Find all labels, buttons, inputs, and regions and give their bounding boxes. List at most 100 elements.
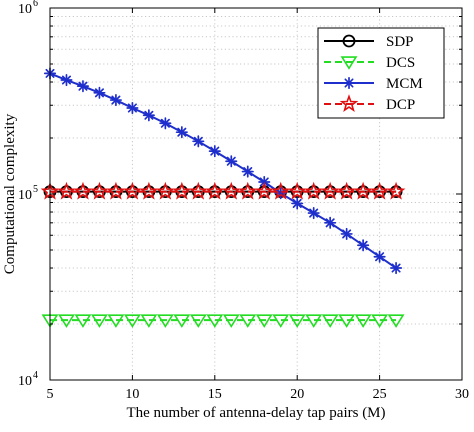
data-point-mcm bbox=[241, 165, 254, 178]
marker-stroke bbox=[127, 103, 137, 113]
marker-stroke bbox=[325, 218, 335, 228]
legend-label: DCS bbox=[386, 55, 415, 71]
data-point-mcm bbox=[390, 261, 403, 275]
marker-stroke bbox=[358, 240, 368, 250]
data-point-mcm bbox=[109, 93, 122, 107]
data-point-mcm bbox=[142, 109, 155, 122]
legend-marker-sample bbox=[340, 56, 358, 70]
marker-stroke bbox=[292, 198, 302, 208]
data-point-mcm bbox=[126, 101, 139, 115]
y-tick-label-base: 10 bbox=[18, 188, 32, 203]
data-point-mcm bbox=[324, 216, 337, 229]
data-point-dcs bbox=[58, 314, 75, 328]
legend-item-dcp: DCP bbox=[324, 94, 415, 113]
series-dcp bbox=[40, 181, 406, 200]
data-point-mcm bbox=[76, 80, 90, 93]
marker-stroke bbox=[243, 167, 253, 177]
legend-label: MCM bbox=[386, 76, 423, 92]
data-point-dcp bbox=[73, 181, 93, 200]
data-point-dcp bbox=[287, 181, 307, 200]
marker-stroke bbox=[342, 229, 352, 239]
data-point-mcm bbox=[192, 135, 205, 148]
data-point-dcp bbox=[304, 181, 324, 200]
data-point-mcm bbox=[93, 86, 106, 99]
grid-layer bbox=[50, 8, 462, 380]
x-axis-label: The number of antenna-delay tap pairs (M… bbox=[126, 405, 385, 421]
data-point-dcp bbox=[90, 181, 109, 200]
x-tick-label: 30 bbox=[455, 387, 469, 402]
data-point-dcp bbox=[320, 181, 340, 200]
y-tick-label-exponent: 5 bbox=[33, 184, 38, 195]
data-point-dcp bbox=[106, 181, 126, 200]
data-point-mcm bbox=[357, 239, 370, 252]
data-point-dcs bbox=[74, 314, 92, 328]
marker-stroke bbox=[391, 263, 401, 273]
legend: SDP DCS MCM DCP bbox=[317, 27, 445, 119]
data-point-dcs bbox=[321, 314, 339, 328]
data-point-dcs bbox=[338, 314, 356, 328]
data-point-dcs bbox=[371, 314, 389, 328]
data-point-dcp bbox=[156, 181, 175, 200]
series-layer bbox=[40, 67, 406, 328]
x-tick-label: 15 bbox=[208, 387, 222, 402]
marker-stroke bbox=[177, 127, 187, 137]
y-tick-label: 10 6 bbox=[18, 0, 38, 17]
marker-stroke bbox=[375, 252, 385, 262]
legend-marker-sample bbox=[342, 34, 356, 48]
data-point-dcs bbox=[239, 314, 257, 328]
x-tick-label: 25 bbox=[373, 387, 387, 402]
data-point-dcs bbox=[255, 314, 273, 328]
marker-stroke bbox=[309, 208, 319, 218]
data-point-mcm bbox=[60, 73, 73, 87]
legend-item-sdp: SDP bbox=[324, 34, 414, 50]
legend-item-dcs: DCS bbox=[324, 55, 415, 71]
y-tick-label-base: 10 bbox=[18, 374, 32, 389]
data-point-dcs bbox=[123, 314, 141, 328]
marker-stroke bbox=[160, 118, 170, 128]
data-point-mcm bbox=[340, 227, 353, 240]
data-point-mcm bbox=[159, 117, 172, 130]
marker-stroke bbox=[193, 136, 203, 146]
data-point-dcs bbox=[272, 314, 290, 328]
data-point-dcp bbox=[139, 181, 159, 200]
y-tick-label-exponent: 6 bbox=[33, 0, 38, 9]
data-point-dcs bbox=[305, 314, 323, 328]
marker-stroke bbox=[111, 95, 121, 105]
data-point-dcs bbox=[173, 314, 191, 328]
x-tick-label: 10 bbox=[125, 387, 139, 402]
data-point-mcm bbox=[225, 155, 238, 168]
y-axis-label: Computational complexity bbox=[2, 113, 18, 274]
y-tick-label: 10 4 bbox=[18, 370, 38, 389]
legend-item-mcm: MCM bbox=[324, 76, 423, 92]
data-point-dcs bbox=[354, 314, 372, 328]
data-point-dcp bbox=[188, 181, 208, 200]
data-point-dcs bbox=[288, 314, 306, 328]
series-line-mcm bbox=[49, 72, 397, 269]
data-point-dcs bbox=[90, 314, 108, 328]
marker-stroke bbox=[344, 78, 354, 88]
data-point-dcp bbox=[57, 181, 76, 200]
data-point-dcs bbox=[140, 314, 158, 328]
data-point-dcs bbox=[387, 314, 405, 328]
x-tick-label: 20 bbox=[290, 387, 304, 402]
data-point-dcs bbox=[156, 314, 174, 328]
data-point-dcp bbox=[370, 181, 389, 200]
y-tick-label-exponent: 4 bbox=[33, 370, 38, 381]
legend-marker-sample bbox=[342, 76, 356, 90]
data-point-mcm bbox=[291, 197, 304, 210]
legend-marker-sample bbox=[339, 94, 359, 112]
marker-stroke bbox=[94, 88, 104, 98]
marker-stroke bbox=[210, 146, 220, 156]
x-tick-label: 5 bbox=[47, 387, 54, 402]
data-point-dcp bbox=[123, 181, 142, 200]
data-point-dcp bbox=[254, 181, 274, 200]
marker-stroke bbox=[78, 81, 88, 91]
data-point-dcp bbox=[271, 181, 291, 200]
data-point-mcm bbox=[175, 126, 188, 139]
data-point-mcm bbox=[373, 250, 386, 263]
data-point-dcp bbox=[386, 181, 406, 200]
data-point-dcs bbox=[222, 314, 240, 328]
